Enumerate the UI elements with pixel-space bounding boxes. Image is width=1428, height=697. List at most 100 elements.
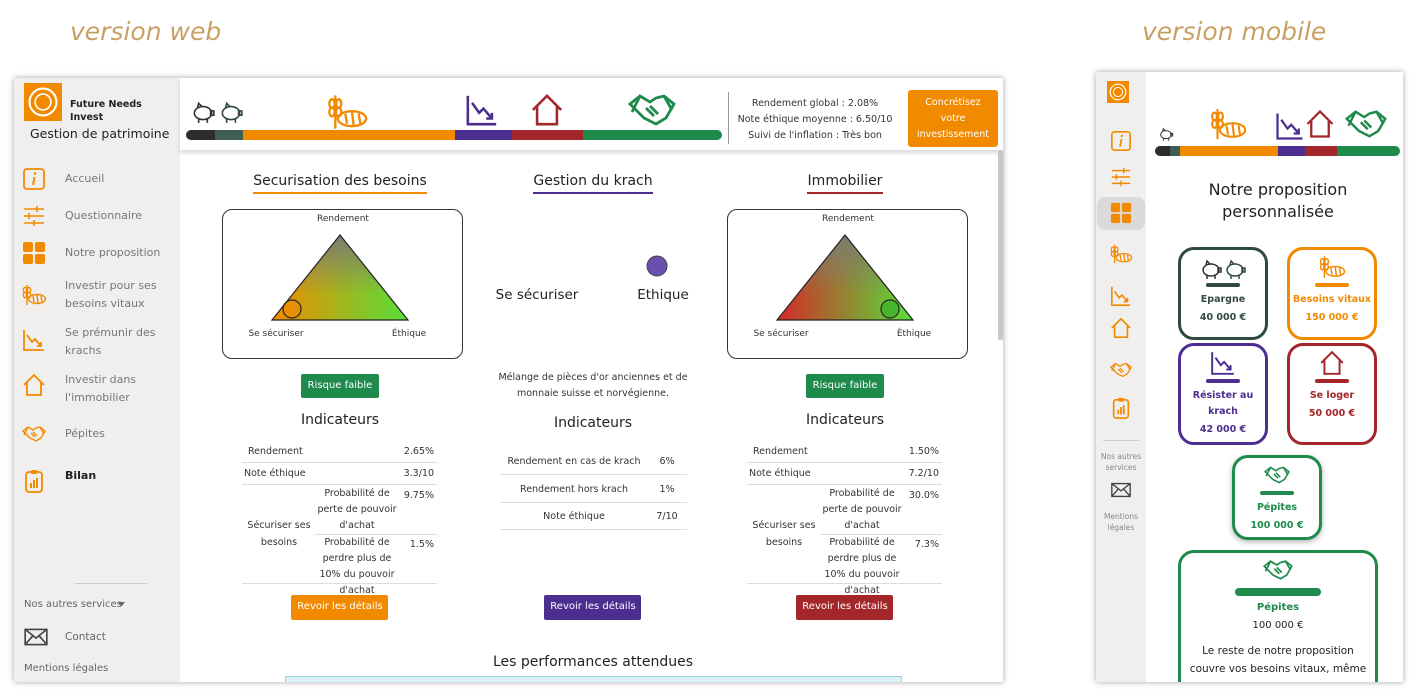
row-value: 2.65%: [403, 445, 434, 457]
nav-item[interactable]: Accueil: [65, 172, 105, 185]
card-name[interactable]: Se loger: [1309, 390, 1355, 401]
row-line: [747, 583, 942, 584]
sub-label: Probabilité de perdre plus de 10% du pou…: [824, 537, 900, 596]
proposal-card[interactable]: [1178, 343, 1268, 445]
brand: Future Needs Invest: [70, 98, 142, 123]
details-button[interactable]: [291, 595, 388, 620]
shape: [1117, 409, 1120, 415]
shape: [1231, 123, 1236, 137]
card-amount[interactable]: 42 000 €: [1199, 423, 1247, 435]
proposal-card[interactable]: [1287, 247, 1377, 340]
nav-item[interactable]: Bilan: [65, 469, 97, 482]
axis-label: Éthique: [391, 329, 427, 339]
shape: [1170, 146, 1180, 156]
shape: [630, 95, 642, 113]
sub-label: Probabilité de perte de pouvoir d'achat: [822, 488, 902, 531]
axis-label: Rendement: [317, 214, 369, 224]
proposal-card[interactable]: [1178, 247, 1268, 340]
icon: [23, 242, 45, 264]
shape: [24, 628, 48, 640]
row-label: Note éthique: [244, 467, 306, 479]
card-amount[interactable]: 50 000 €: [1308, 407, 1356, 419]
card-name[interactable]: Pépites: [1256, 502, 1298, 513]
shape: [1359, 121, 1369, 131]
nav-item[interactable]: Pépites: [65, 427, 105, 440]
shape: [34, 93, 52, 111]
card-name[interactable]: Besoins vitaux: [1292, 294, 1372, 305]
shape: [357, 113, 362, 124]
card-amount[interactable]: 40 000 €: [1199, 311, 1247, 323]
proposal-card[interactable]: [1287, 343, 1377, 445]
icon: [21, 426, 46, 442]
description: Mélange de pièces d'or anciennes et de m…: [498, 372, 688, 399]
shape: [1338, 267, 1342, 275]
card-name[interactable]: Epargne: [1200, 294, 1246, 305]
shape: [1170, 132, 1174, 137]
title-underline: [807, 192, 883, 194]
mobile-frame: Nos autres services Mentions légales Notre…: [1096, 72, 1403, 682]
services-menu[interactable]: Nos autres services: [24, 599, 122, 610]
details-label[interactable]: Revoir les détails: [550, 601, 636, 612]
shape: [1155, 146, 1170, 156]
shape: [209, 110, 215, 117]
legal-link[interactable]: Mentions légales: [1103, 511, 1139, 532]
nav-selected[interactable]: [1097, 197, 1145, 230]
row-line: [747, 484, 942, 485]
card-name[interactable]: Résister au krach: [1192, 390, 1254, 417]
shape: [24, 635, 34, 646]
services-menu[interactable]: Nos autres services: [1100, 451, 1142, 472]
shape: [1334, 266, 1338, 276]
legal-link[interactable]: Mentions légales: [24, 663, 109, 674]
shape: [1347, 111, 1357, 127]
nav-item[interactable]: Notre proposition: [65, 246, 161, 259]
slider-label: Se sécuriser: [495, 287, 579, 303]
details-label[interactable]: Revoir les détails: [802, 601, 888, 612]
row-label: Note éthique: [543, 510, 605, 522]
shape: [1226, 263, 1244, 277]
shape: [1284, 560, 1292, 571]
row-label: Rendement en cas de krach: [507, 455, 641, 467]
triangle: [270, 234, 410, 321]
shape: [196, 101, 203, 108]
shape: [775, 234, 915, 321]
cta-label[interactable]: Concrétisez votre investissement: [916, 97, 990, 140]
icon: [531, 94, 563, 126]
nav-item[interactable]: Questionnaire: [65, 209, 143, 222]
shape: [30, 432, 36, 438]
section-title: Gestion du krach: [533, 172, 653, 189]
shape: [1325, 265, 1346, 277]
indicators-title: Indicateurs: [553, 414, 633, 431]
nav-item[interactable]: Se prémunir des krachs: [65, 326, 156, 357]
contact-link[interactable]: Contact: [65, 631, 106, 643]
card-amount[interactable]: 150 000 €: [1305, 311, 1359, 323]
icon: [1306, 109, 1334, 138]
card-amount[interactable]: 100 000 €: [1250, 519, 1304, 531]
shape: [23, 373, 45, 386]
shape: [221, 105, 241, 121]
shape: [1126, 254, 1129, 261]
icon: [1263, 466, 1290, 484]
details-button[interactable]: [544, 595, 641, 620]
shape: [193, 105, 213, 121]
web-label: version web: [70, 17, 222, 46]
group-label: Sécuriser ses besoins: [752, 519, 816, 548]
shape: [1125, 363, 1131, 371]
shape: [1123, 253, 1126, 262]
row-line: [500, 502, 687, 503]
shape: [1122, 405, 1125, 415]
shape: [1324, 263, 1330, 271]
cta-button[interactable]: [908, 90, 998, 147]
nav-item[interactable]: Investir pour ses besoins vitaux: [65, 279, 157, 310]
shape: [243, 130, 455, 140]
mobile-label: version mobile: [1142, 17, 1327, 46]
section-title: Securisation des besoins: [253, 172, 427, 189]
shape: [26, 334, 42, 347]
shape: [1273, 473, 1279, 479]
shape: [1123, 297, 1129, 303]
details-label[interactable]: Revoir les détails: [297, 601, 383, 612]
details-button[interactable]: [796, 595, 893, 620]
shape: [1162, 127, 1166, 132]
separator: [75, 583, 147, 584]
shape: [28, 87, 58, 117]
nav-item[interactable]: Investir dans l'immobilier: [65, 373, 137, 404]
